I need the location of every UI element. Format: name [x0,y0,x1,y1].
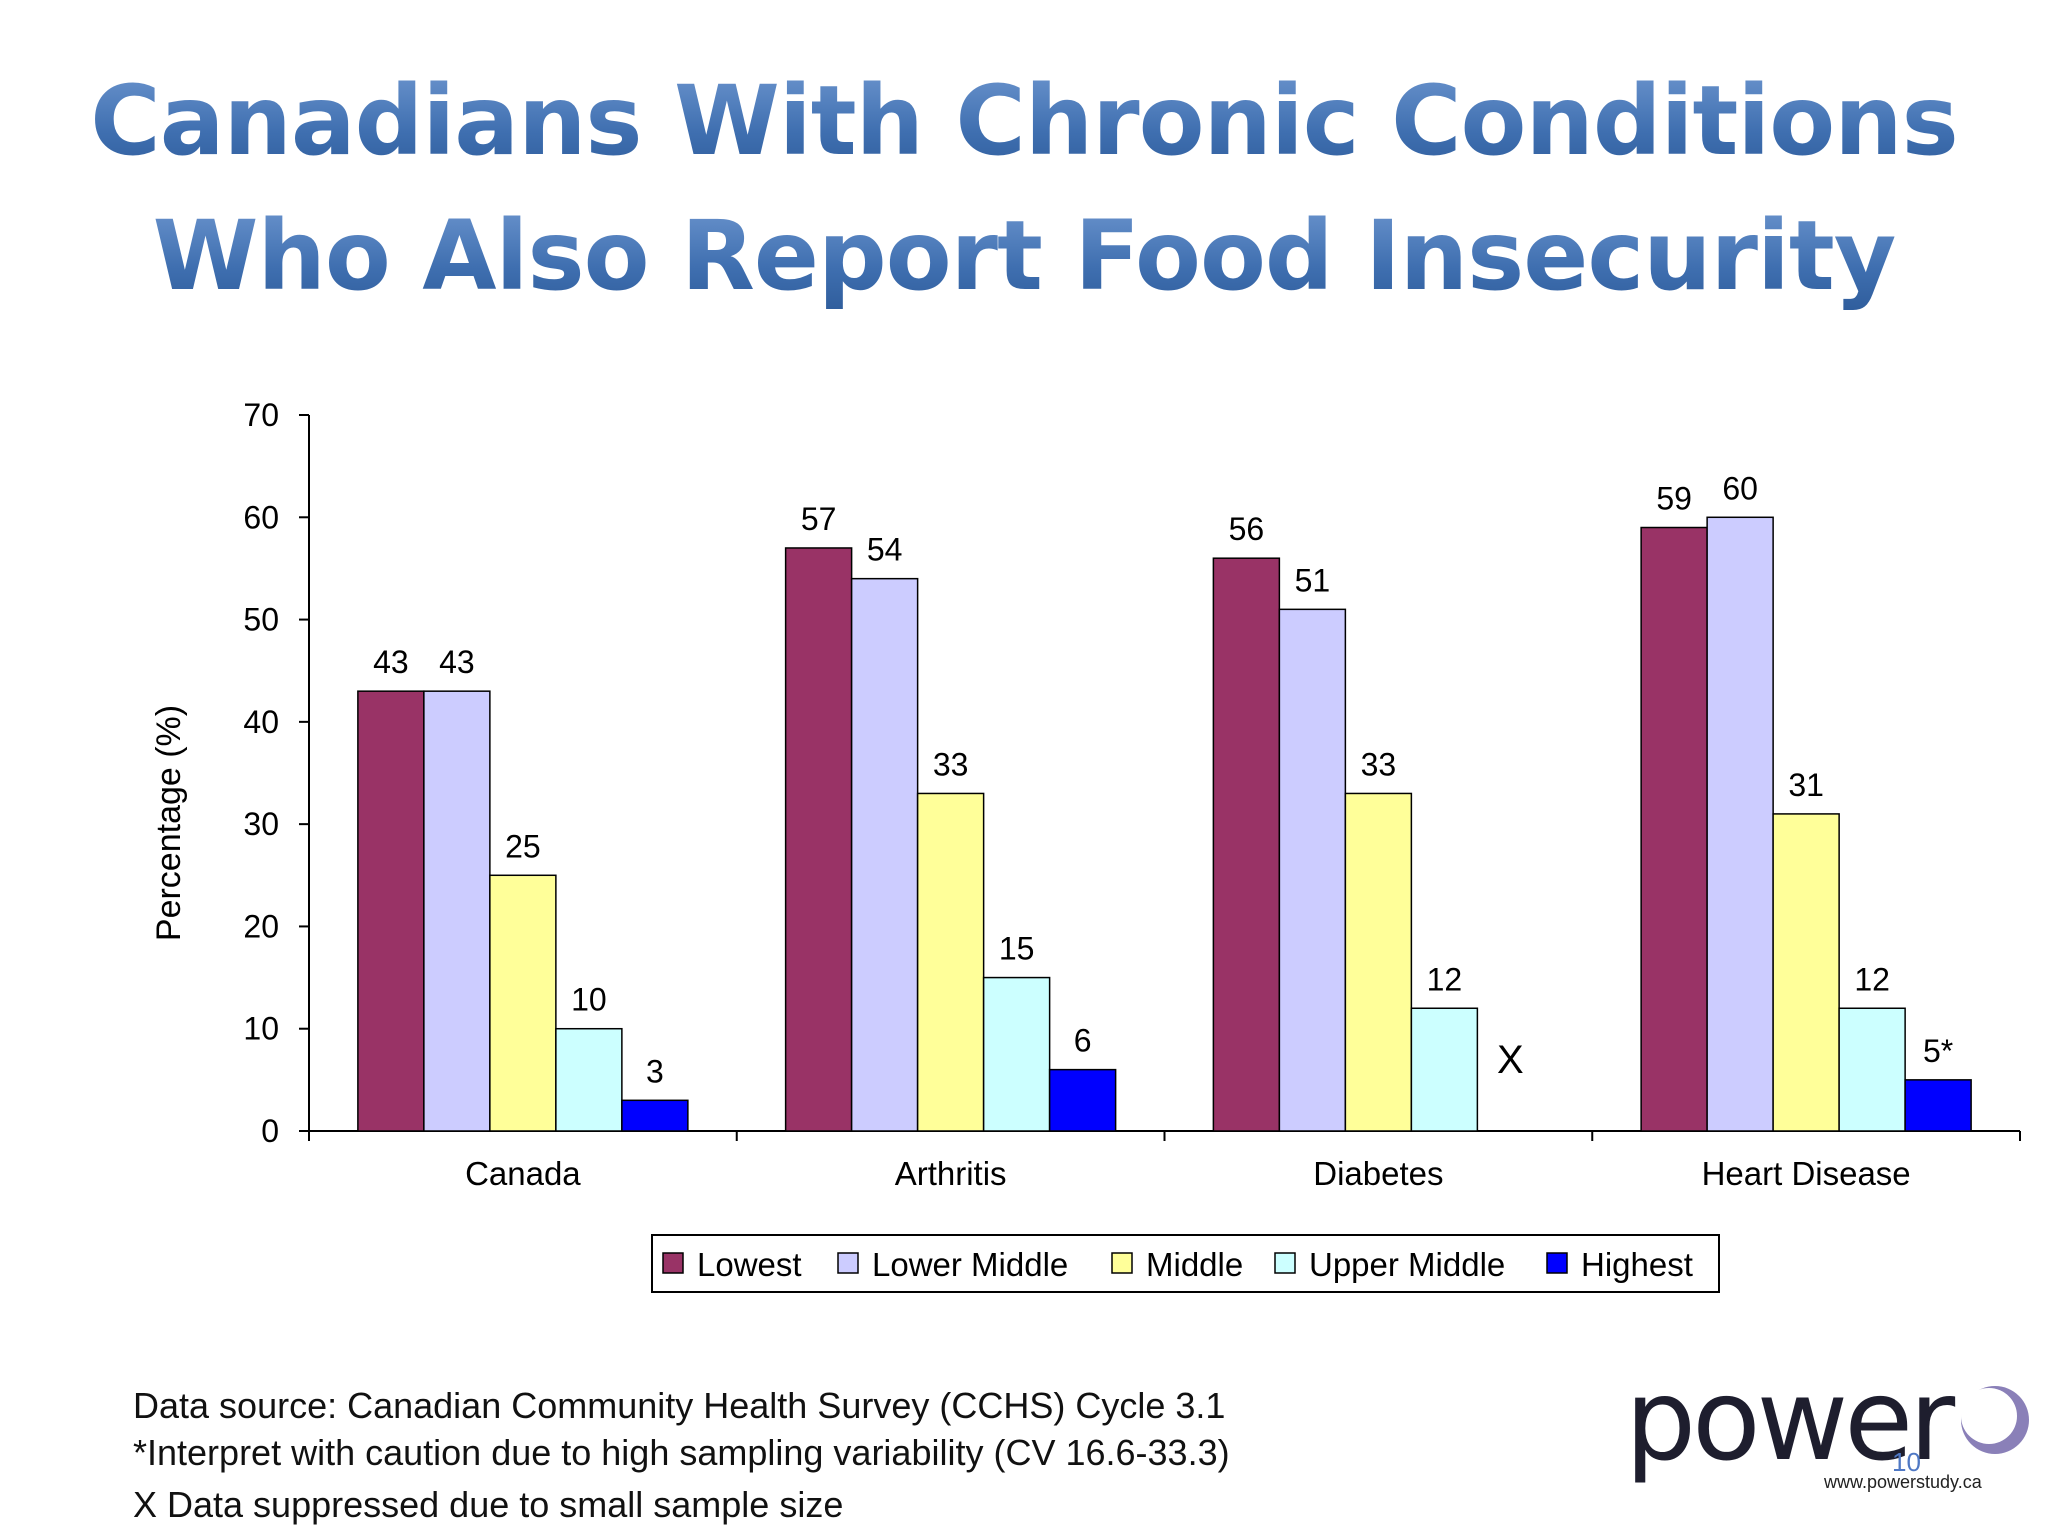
bar-data-label: 43 [373,644,409,680]
y-tick-label: 20 [243,908,279,944]
bar-data-label: 12 [1854,961,1890,997]
bar [1772,813,1840,1132]
x-tick-label: Diabetes [1313,1155,1443,1192]
legend-swatch [662,1252,684,1274]
bar [1344,792,1413,1132]
legend-swatch [1274,1252,1296,1274]
bar-data-label: 33 [1361,746,1397,782]
bar-data-label: 25 [505,828,541,864]
footnote-suppressed: X Data suppressed due to small sample si… [133,1484,844,1525]
bar-data-label: 10 [571,982,607,1018]
x-axis: Canada Arthritis Diabetes Heart Disease [308,1130,2021,1192]
slide-title-line-1: Canadians With Chronic Conditions [0,65,2048,177]
logo-url: www.powerstudy.ca [1824,1472,1982,1492]
bar [555,1027,623,1132]
bar [784,547,853,1132]
bar-data-label: 15 [999,931,1035,967]
y-tick-label: 0 [261,1113,279,1149]
bar-data-label: 33 [933,746,969,782]
bar-data-label: 3 [646,1053,664,1089]
footnote-caution: *Interpret with caution due to high samp… [133,1432,1230,1473]
bar [1278,608,1347,1132]
bar [1410,1007,1479,1132]
bar-data-label: 57 [801,501,837,537]
bar [1706,516,1774,1132]
bar-data-label: 31 [1788,767,1824,803]
legend-entry-label: Middle [1146,1246,1243,1283]
bar-data-label: 12 [1427,961,1463,997]
bar-data-label: 5* [1923,1033,1953,1069]
bar [1838,1007,1906,1132]
footnote-data-source: Data source: Canadian Community Health S… [133,1385,1226,1426]
bar-data-label: X [1497,1038,1524,1082]
bar-data-label: 54 [867,532,903,568]
legend-box [651,1234,1720,1293]
legend-swatch [1111,1252,1133,1274]
x-tick-label: Canada [465,1155,581,1192]
page-number: 10 [1892,1447,1921,1477]
bar-data-label: 43 [439,644,475,680]
bar [1212,557,1281,1132]
bar [916,792,985,1132]
y-tick-label: 50 [243,602,279,638]
y-axis: 0 10 20 30 40 50 60 70 [243,397,310,1149]
y-tick-label: 60 [243,499,279,535]
slide-title-line-2: Who Also Report Food Insecurity [0,200,2048,312]
x-tick-label: Heart Disease [1702,1155,1911,1192]
bar [982,976,1051,1132]
bar-data-label: 51 [1295,562,1331,598]
x-tick-label: Arthritis [895,1155,1007,1192]
y-tick-label: 30 [243,806,279,842]
bar [1048,1068,1117,1132]
y-axis-label: Percentage (%) [150,705,188,941]
bar [423,690,491,1132]
bars [357,516,1972,1132]
bar [357,690,425,1132]
y-tick-label: 10 [243,1011,279,1047]
bar [489,874,557,1132]
legend-swatch [1546,1252,1568,1274]
bar-data-label: 60 [1722,470,1758,506]
legend: Lowest Lower Middle Middle Upper Middle High… [651,1234,1720,1293]
bar [850,577,919,1132]
moon-logo-icon [1961,1386,2029,1454]
legend-entry-label: Lowest [697,1246,802,1283]
legend-entry-label: Highest [1581,1246,1693,1283]
bar-data-label: 59 [1656,481,1692,517]
legend-entry-label: Lower Middle [872,1246,1068,1283]
y-tick-label: 70 [243,397,279,433]
bar [1904,1079,1972,1132]
power-logo-wordmark: power [1625,1356,1955,1486]
bar [1640,526,1708,1132]
bar-data-labels: 43 57 56 59 43 54 51 60 25 33 33 31 10 15 12 12 3 6 X 5* [373,470,1953,1089]
bar-data-label: 6 [1074,1023,1092,1059]
bar-data-label: 56 [1229,511,1265,547]
legend-swatch [837,1252,859,1274]
bar [621,1099,689,1132]
y-tick-label: 40 [243,704,279,740]
legend-entry-label: Upper Middle [1309,1246,1505,1283]
